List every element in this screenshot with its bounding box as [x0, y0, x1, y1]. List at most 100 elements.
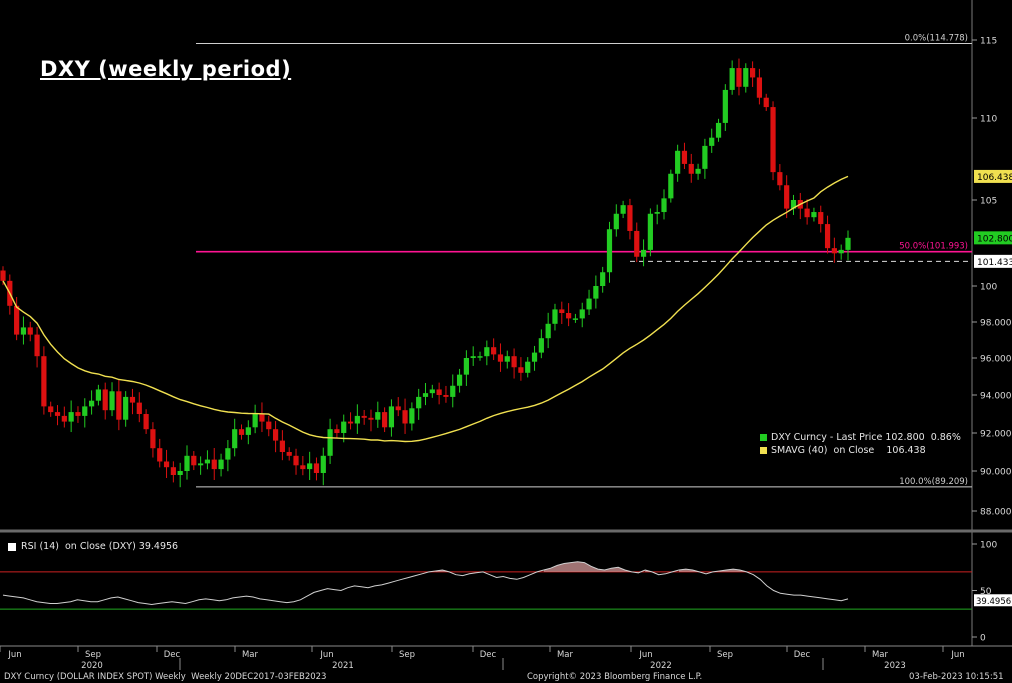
year-label: 2020 — [81, 661, 103, 671]
footer-source: DXY Curncy (DOLLAR INDEX SPOT) Weekly We… — [4, 672, 327, 682]
chart-legend: DXY Curncy - Last Price 102.800 0.86% SM… — [760, 431, 961, 457]
rsi-tick-label: 100 — [980, 541, 997, 551]
candle-body — [382, 412, 388, 428]
candle-body — [177, 471, 183, 475]
candle-body — [225, 448, 231, 460]
candle-body — [136, 402, 142, 414]
candle-body — [266, 421, 272, 430]
candle-body — [191, 455, 197, 466]
candle-body — [831, 248, 837, 254]
legend-swatch-price — [760, 434, 767, 441]
candle-body — [736, 68, 742, 87]
candle-body — [75, 412, 81, 416]
candle-body — [211, 459, 217, 470]
candle-body — [695, 168, 701, 174]
candle-body — [668, 173, 674, 199]
rsi-legend-swatch — [8, 542, 16, 551]
axis-badges: 106.438 102.800 101.433 — [974, 169, 1012, 268]
candle-body — [388, 406, 395, 428]
candle-body — [784, 185, 790, 209]
month-label: Jun — [638, 650, 652, 660]
candle-body — [170, 467, 176, 475]
rsi-legend: RSI (14) on Close (DXY) 39.4956 — [8, 541, 178, 552]
candle-body — [402, 410, 408, 424]
footer-copyright: Copyright© 2023 Bloomberg Finance L.P. — [527, 672, 703, 682]
candle-body — [354, 415, 360, 424]
legend-item-price: DXY Curncy - Last Price 102.800 0.86% — [760, 431, 961, 444]
candle-body — [286, 452, 292, 456]
candle-body — [770, 107, 776, 173]
fibonacci-levels: 0.0%(114.778) 50.0%(101.993) 100.0%(89.209… — [196, 33, 972, 488]
price-tick-label: 88.000 — [980, 508, 1012, 518]
year-label: 2021 — [332, 661, 354, 671]
candle-body — [756, 77, 763, 98]
candlestick-series — [0, 58, 851, 488]
candle-body — [572, 318, 579, 320]
candle-body — [790, 200, 797, 209]
candle-body — [749, 68, 756, 78]
candle-body — [675, 150, 681, 174]
candle-body — [518, 367, 524, 373]
candle-body — [368, 417, 374, 420]
candle-body — [443, 395, 449, 397]
legend-label-price: DXY Curncy - Last Price 102.800 0.86% — [771, 432, 961, 443]
candle-body — [586, 298, 592, 310]
candle-body — [245, 427, 251, 435]
fib-label: 100.0%(89.209) — [899, 477, 968, 487]
candle-body — [157, 448, 163, 462]
candle-body — [511, 356, 517, 368]
candle-body — [702, 145, 708, 169]
candle-body — [300, 465, 306, 470]
candle-body — [456, 374, 463, 386]
candle-body — [184, 455, 190, 471]
candle-body — [204, 459, 211, 464]
candle-body — [252, 414, 258, 428]
time-axis: Jun Sep Dec Mar Jun Sep Dec Mar Jun Sep Dec Mar Jun2… — [0, 646, 965, 671]
fib-label: 0.0%(114.778) — [905, 33, 968, 43]
candle-body — [777, 172, 783, 186]
fib-label: 50.0%(101.993) — [899, 242, 968, 252]
candle-body — [232, 429, 238, 449]
candle-body — [525, 361, 531, 373]
month-label: Jun — [7, 650, 21, 660]
candle-body — [763, 97, 769, 108]
legend-label-sma: SMAVG (40) on Close 106.438 — [771, 445, 926, 456]
candle-body — [681, 150, 688, 164]
month-label: Dec — [164, 650, 181, 660]
candle-body — [606, 229, 613, 273]
candle-body — [709, 137, 715, 146]
candle-body — [484, 347, 490, 357]
candle-body — [238, 429, 245, 435]
candle-body — [279, 440, 285, 452]
candle-body — [715, 122, 722, 138]
candle-body — [463, 358, 469, 375]
candle-body — [409, 408, 415, 424]
candle-body — [818, 212, 824, 225]
candle-body — [48, 406, 54, 413]
price-tick-label: 92.000 — [980, 430, 1012, 440]
candle-body — [661, 198, 667, 213]
candle-body — [293, 455, 299, 466]
month-label: Mar — [557, 650, 574, 660]
price-tick-label: 115 — [980, 37, 997, 47]
candle-body — [470, 356, 476, 358]
candle-body — [102, 389, 108, 411]
axis-badge-label: 102.800 — [977, 234, 1012, 244]
rsi-overbought-fill — [543, 561, 632, 572]
sma-line — [2, 175, 849, 443]
candle-body — [477, 356, 483, 358]
candle-body — [361, 415, 367, 418]
candle-body — [450, 385, 456, 397]
rsi-tick-label: 50 — [980, 587, 992, 597]
candle-body — [143, 414, 149, 430]
candle-body — [838, 249, 844, 254]
candle-body — [579, 309, 585, 319]
candle-body — [593, 286, 599, 299]
candle-body — [54, 412, 61, 416]
candle-body — [95, 389, 102, 401]
candle-body — [559, 309, 565, 313]
candle-body — [497, 354, 504, 362]
rsi-badge-label: 39.4956 — [976, 597, 1011, 607]
candle-body — [824, 224, 831, 249]
candle-body — [811, 212, 817, 218]
